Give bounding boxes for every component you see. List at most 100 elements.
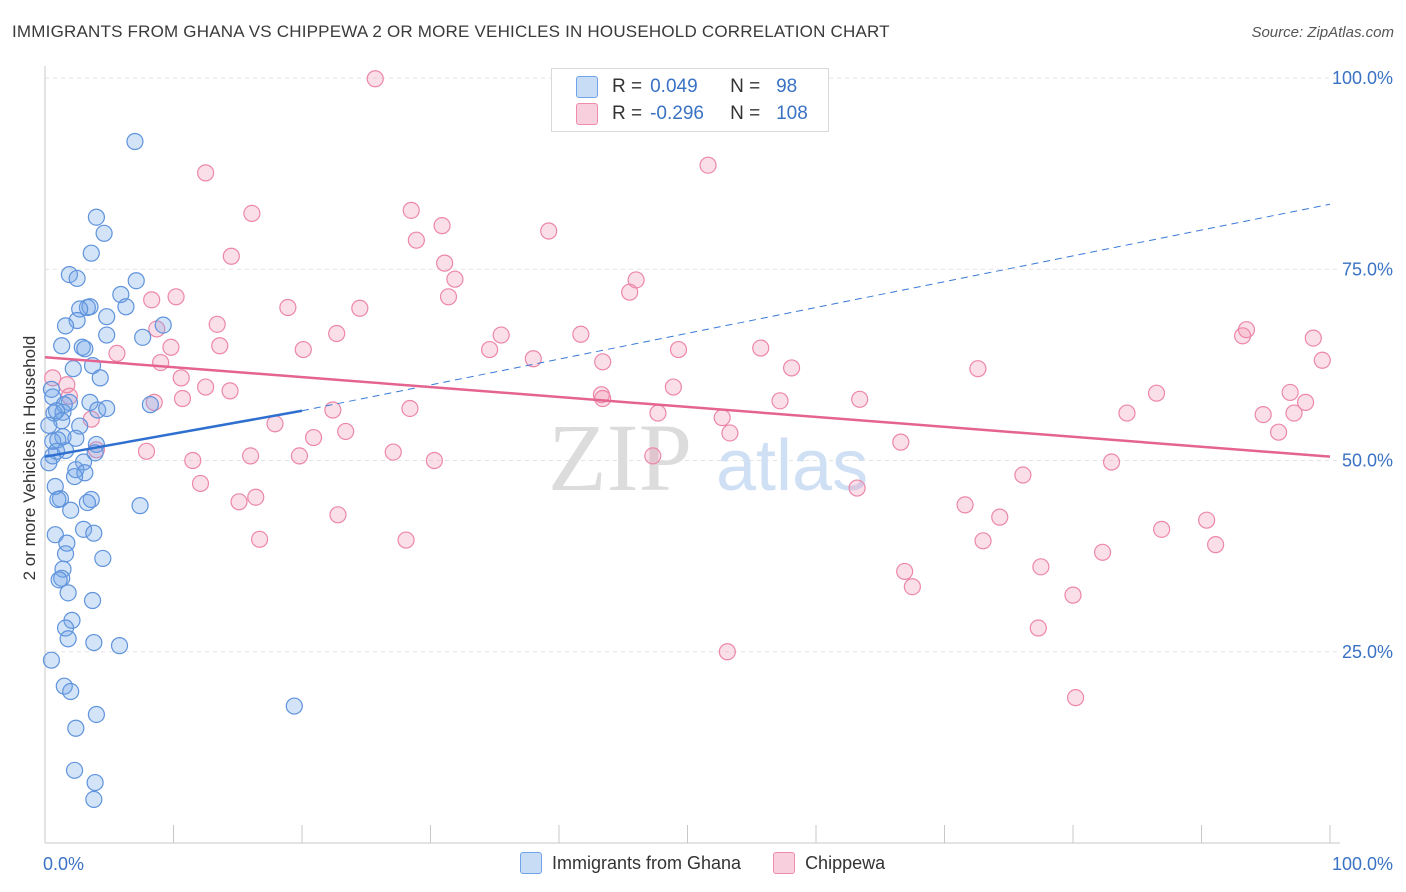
x-tick-label: 100.0%: [1332, 854, 1393, 874]
legend-row-chippewa: R = -0.296 N = 108: [576, 102, 808, 126]
chippewa-point: [1254, 406, 1272, 424]
ghana-point: [76, 340, 94, 358]
ghana-point: [98, 399, 116, 418]
chippewa-point: [243, 204, 261, 223]
legend-n-label: N =: [730, 76, 761, 97]
chippewa-point: [173, 389, 192, 408]
chippewa-point: [162, 338, 180, 356]
y-tick-label: 100.0%: [1332, 68, 1393, 88]
ghana-point: [65, 467, 84, 486]
legend-swatch-chippewa: [773, 852, 796, 874]
chippewa-point: [279, 298, 297, 317]
chippewa-point: [247, 488, 265, 506]
chippewa-point: [851, 390, 869, 408]
chippewa-point: [1066, 689, 1085, 707]
chippewa-point: [718, 643, 736, 661]
legend-item-ghana[interactable]: Immigrants from Ghana: [520, 852, 741, 874]
chippewa-point: [721, 424, 739, 442]
chippewa-point: [407, 231, 425, 249]
ghana-point: [141, 396, 159, 414]
chippewa-point: [621, 283, 639, 301]
chippewa-point: [425, 451, 443, 470]
chippewa-point: [439, 288, 458, 306]
chippewa-point: [969, 360, 987, 378]
ghana-point: [85, 790, 103, 808]
ghana-point: [117, 298, 135, 316]
chippewa-point: [266, 415, 284, 433]
chippewa-point: [337, 422, 355, 441]
ghana-point: [46, 526, 64, 544]
ghana-point: [49, 490, 67, 509]
ghana-point: [42, 651, 61, 669]
ghana-point: [56, 619, 75, 637]
chippewa-point: [324, 401, 342, 419]
ghana-point: [98, 308, 116, 326]
ghana-point: [126, 132, 144, 151]
chippewa-point: [143, 291, 161, 309]
chippewa-point: [713, 409, 731, 427]
chippewa-point: [1147, 384, 1166, 402]
chippewa-point: [60, 387, 79, 405]
chippewa-point: [208, 315, 226, 333]
legend-label-chippewa: Chippewa: [805, 852, 886, 873]
chippewa-point: [230, 493, 248, 511]
chippewa-point: [397, 531, 415, 549]
ghana-point: [56, 545, 75, 563]
legend-r-value: -0.296: [650, 103, 704, 124]
chippewa-point: [137, 442, 156, 460]
ghana-point: [67, 461, 85, 479]
ghana-point: [85, 633, 103, 652]
chippewa-point: [492, 326, 510, 344]
legend-row-ghana: R = 0.049 N = 98: [576, 75, 797, 99]
chippewa-point: [242, 447, 260, 465]
ghana-point: [67, 719, 85, 737]
chippewa-point: [1296, 393, 1315, 411]
ghana-point: [82, 244, 100, 262]
chippewa-point: [848, 479, 866, 497]
ghana-point: [59, 584, 77, 602]
chippewa-point: [290, 447, 309, 465]
axes: [44, 66, 1340, 844]
chippewa-point: [401, 399, 419, 418]
source-label: Source: ZipAtlas.com: [1251, 24, 1394, 41]
chippewa-point: [197, 164, 215, 182]
chippewa-trend-line: [44, 355, 1331, 458]
chippewa-point: [540, 222, 558, 240]
legend-n-label: N =: [730, 103, 761, 124]
correlation-legend: R = 0.049 N = 98 R = -0.296 N = 108: [551, 68, 829, 132]
chippewa-point: [108, 344, 126, 362]
legend-n-value: 98: [776, 76, 798, 97]
chippewa-point: [1234, 327, 1252, 345]
chippewa-point: [524, 350, 542, 368]
ghana-point: [87, 208, 106, 226]
chippewa-point: [152, 353, 170, 372]
chippewa-point: [903, 578, 921, 596]
ghana-point: [154, 316, 172, 334]
chippewa-point: [184, 451, 202, 470]
chippewa-point: [402, 201, 420, 219]
legend-r-value: 0.049: [650, 76, 698, 97]
chippewa-point: [974, 532, 992, 550]
chippewa-point: [1304, 329, 1322, 347]
tick-labels: 100.0% 75.0% 50.0% 25.0% 0.0% 100.0%: [43, 68, 1393, 874]
chippewa-point: [669, 340, 688, 359]
chippewa-point: [446, 270, 464, 288]
chippewa-point: [1281, 383, 1299, 402]
ghana-point: [47, 402, 66, 420]
chippewa-point: [1093, 543, 1112, 561]
chippewa-point: [699, 156, 717, 174]
chippewa-point: [211, 337, 229, 355]
chippewa-point: [892, 433, 910, 451]
ghana-point: [68, 269, 86, 288]
chippewa-point: [436, 254, 454, 272]
chippewa-point: [351, 299, 369, 317]
chippewa-point: [328, 324, 346, 343]
chippewa-point: [752, 339, 770, 357]
chippewa-point: [191, 474, 210, 493]
legend-item-chippewa[interactable]: Chippewa: [773, 852, 885, 874]
ghana-trend-extension: [301, 203, 1331, 412]
chippewa-point: [294, 340, 312, 359]
ghana-point: [42, 380, 61, 398]
ghana-point: [87, 705, 106, 724]
chippewa-point: [172, 369, 190, 387]
